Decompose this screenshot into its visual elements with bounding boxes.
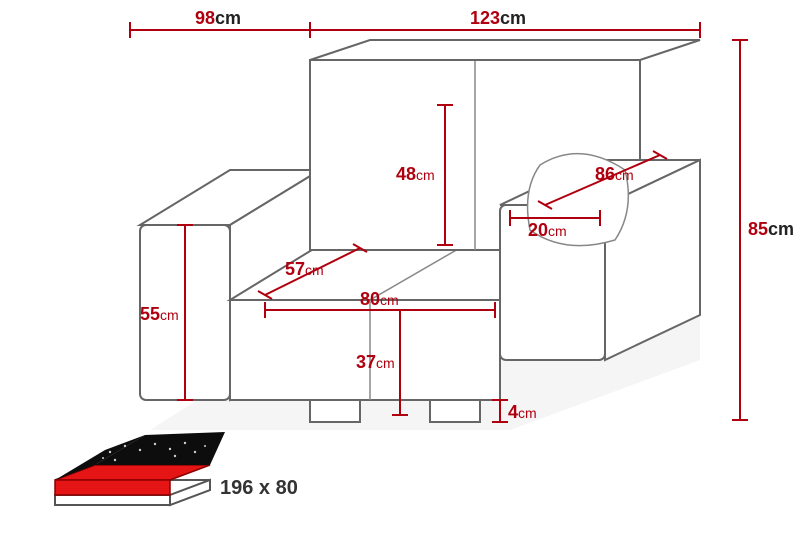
svg-text:80cm: 80cm — [360, 289, 399, 309]
dim-right-full-value: 85 — [748, 219, 768, 239]
dim-arm-height-unit: cm — [160, 307, 179, 323]
svg-text:86cm: 86cm — [595, 164, 634, 184]
dim-arm-width-unit: cm — [548, 223, 567, 239]
dim-foot-h-unit: cm — [518, 405, 537, 421]
dim-seat-depth-unit: cm — [305, 262, 324, 278]
dim-seat-height-unit: cm — [376, 355, 395, 371]
bed-icon: 196 x 80 — [55, 432, 298, 505]
dim-arm-depth-unit: cm — [615, 167, 634, 183]
svg-text:55cm: 55cm — [140, 304, 179, 324]
dim-right-full: 85cm — [732, 40, 794, 420]
dim-top-left: 98cm — [130, 8, 310, 38]
svg-text:123cm: 123cm — [470, 8, 526, 28]
svg-text:85cm: 85cm — [748, 219, 794, 239]
dim-arm-height-value: 55 — [140, 304, 160, 324]
diagram-stage: 98cm 123cm 85cm 48cm 57cm — [0, 0, 800, 533]
dim-seat-width-value: 80 — [360, 289, 380, 309]
diagram-svg: 98cm 123cm 85cm 48cm 57cm — [0, 0, 800, 533]
dim-foot-h-value: 4 — [508, 402, 518, 422]
dim-seat-height-value: 37 — [356, 352, 376, 372]
svg-text:4cm: 4cm — [508, 402, 537, 422]
dim-seat-width-unit: cm — [380, 292, 399, 308]
dim-arm-width-value: 20 — [528, 220, 548, 240]
svg-text:20cm: 20cm — [528, 220, 567, 240]
dim-seat-depth-value: 57 — [285, 259, 305, 279]
dim-back-h-value: 48 — [396, 164, 416, 184]
svg-text:98cm: 98cm — [195, 8, 241, 28]
svg-text:48cm: 48cm — [396, 164, 435, 184]
dim-top-right-unit: cm — [500, 8, 526, 28]
sofa-outline — [140, 40, 700, 430]
svg-text:57cm: 57cm — [285, 259, 324, 279]
dim-back-h-unit: cm — [416, 167, 435, 183]
dim-top-left-unit: cm — [215, 8, 241, 28]
dim-right-full-unit: cm — [768, 219, 794, 239]
dim-top-right: 123cm — [310, 8, 700, 38]
dim-top-left-value: 98 — [195, 8, 215, 28]
svg-text:37cm: 37cm — [356, 352, 395, 372]
bed-size-label: 196 x 80 — [220, 477, 298, 499]
dim-arm-depth-value: 86 — [595, 164, 615, 184]
dim-top-right-value: 123 — [470, 8, 500, 28]
